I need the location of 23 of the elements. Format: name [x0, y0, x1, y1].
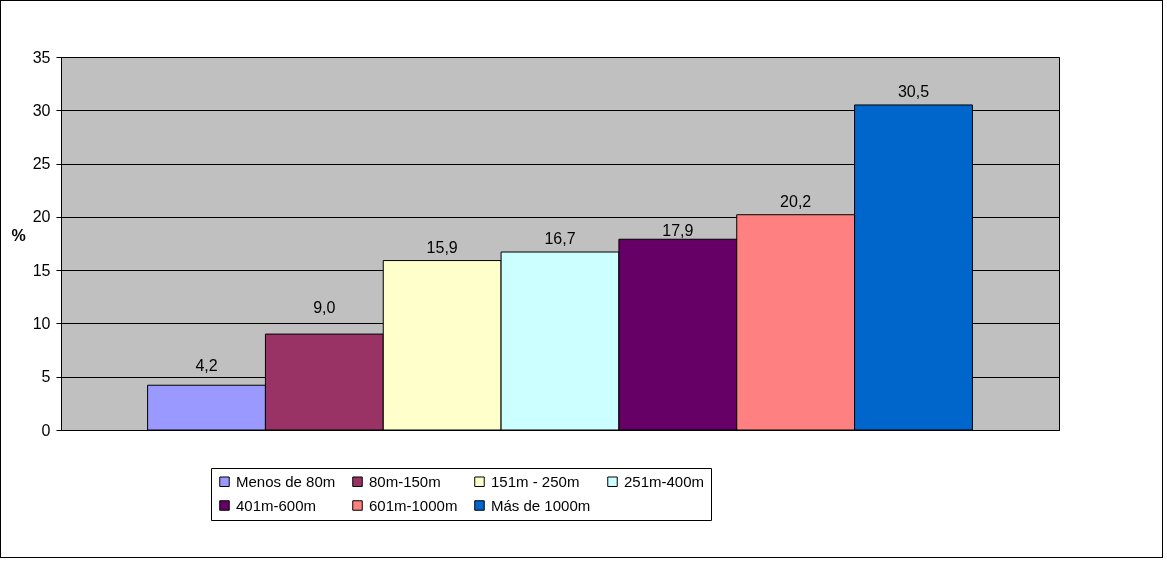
- data-label: 4,2: [195, 357, 218, 375]
- y-tick-label: 0: [41, 421, 51, 439]
- data-label: 20,2: [780, 192, 812, 210]
- y-tick-label: 30: [32, 101, 51, 119]
- y-tick-label: 25: [32, 155, 51, 173]
- legend-label: 80m-150m: [369, 472, 441, 490]
- y-tick-label: 5: [41, 368, 51, 386]
- legend-label: 251m-400m: [624, 472, 705, 490]
- legend-label: Más de 1000m: [491, 496, 591, 514]
- y-tick-label: 35: [32, 48, 51, 66]
- data-label: 15,9: [426, 238, 458, 256]
- legend-label: 151m - 250m: [491, 472, 580, 490]
- legend-label: Menos de 80m: [236, 472, 336, 490]
- legend-label: 401m-600m: [236, 496, 317, 514]
- data-label: 16,7: [544, 230, 576, 248]
- y-tick-label: 20: [32, 208, 51, 226]
- y-axis-title: %: [11, 227, 26, 244]
- data-label: 30,5: [897, 82, 930, 100]
- legend-label: 601m-1000m: [369, 496, 458, 514]
- y-tick-label: 15: [32, 261, 51, 279]
- y-tick-label: 10: [32, 314, 51, 332]
- data-label: 17,9: [662, 222, 694, 240]
- data-label: 9,0: [313, 299, 336, 317]
